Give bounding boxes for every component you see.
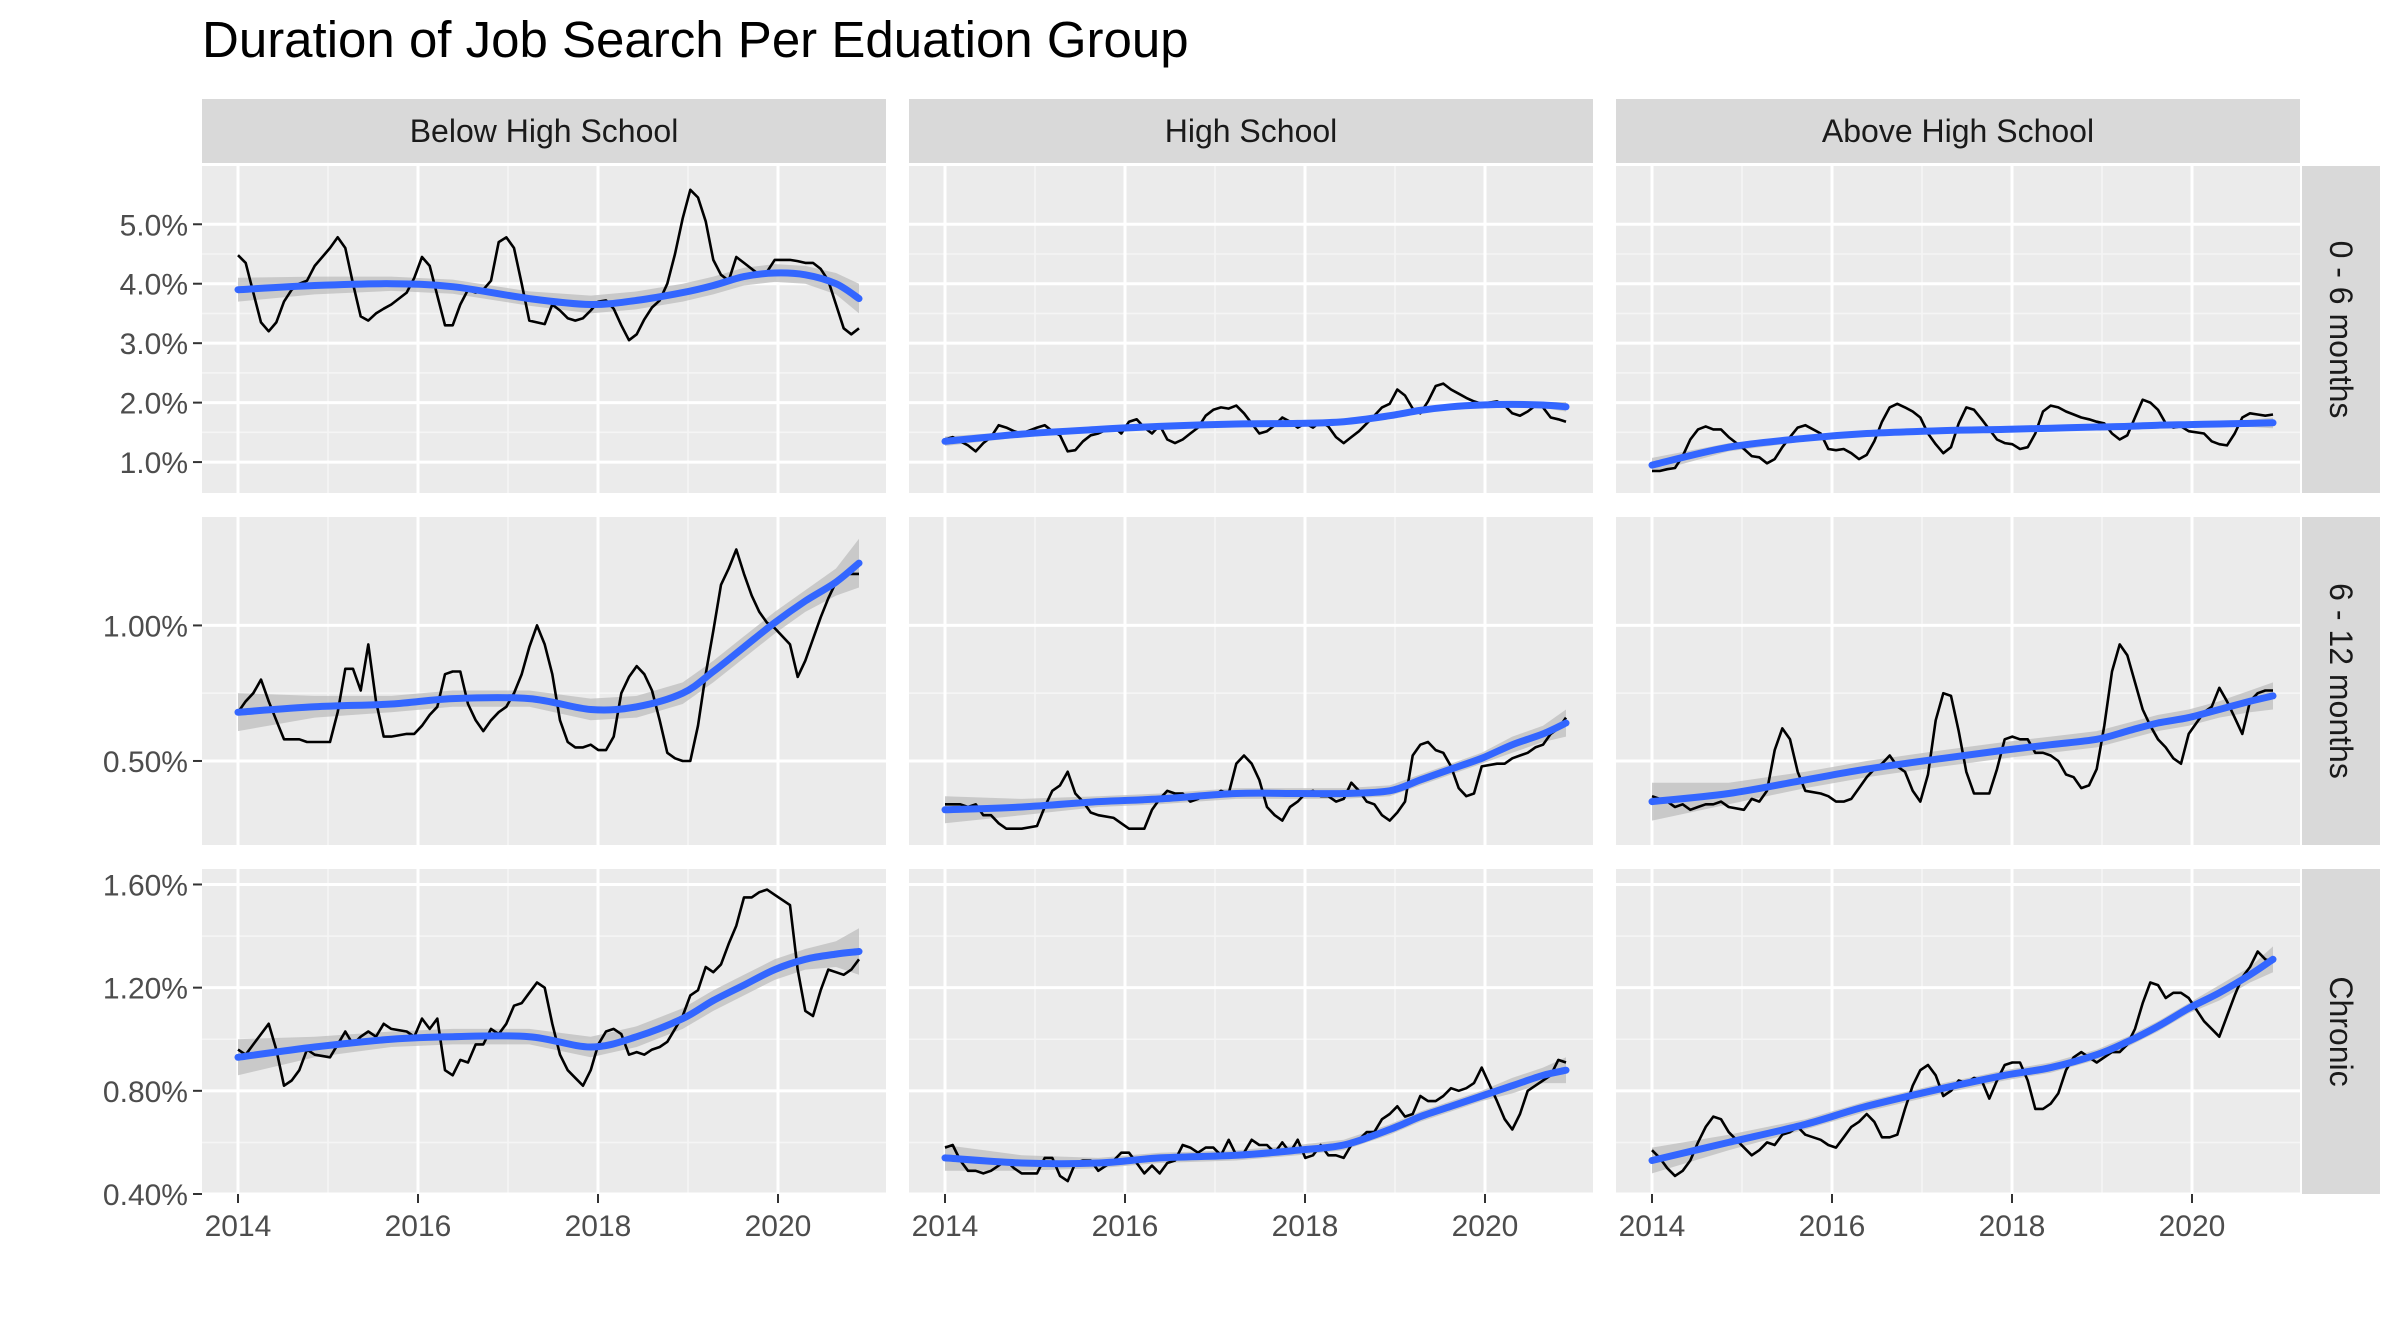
x-tick-label: 2018 <box>1979 1210 2046 1243</box>
smooth-trend-line <box>234 948 863 1061</box>
smooth-trend-line <box>941 1066 1570 1168</box>
smooth-trend-line <box>234 269 863 309</box>
y-tick-label: 0.40% <box>103 1179 188 1212</box>
column-strip-label: High School <box>1165 113 1338 149</box>
x-tick-label: 2014 <box>1619 1210 1686 1243</box>
panel-6-12-months-high-school <box>909 517 1593 845</box>
column-strip-high-school <box>909 99 1593 163</box>
smooth-trend-line <box>234 559 863 716</box>
confidence-band <box>1652 946 2273 1174</box>
panel-6-12-months-above-high-school <box>1616 517 2300 845</box>
raw-series-line <box>944 1058 1567 1183</box>
x-tick-label: 2016 <box>1799 1210 1866 1243</box>
row-strip-6-12-months <box>2302 517 2380 845</box>
y-tick-label: 0.50% <box>103 746 188 779</box>
y-tick-label: 1.00% <box>103 610 188 643</box>
panel-0-6-months-high-school <box>909 166 1593 493</box>
x-tick-label: 2020 <box>1452 1210 1519 1243</box>
smooth-trend-line <box>1648 419 2277 469</box>
row-strip-label: 0 - 6 months <box>2323 241 2359 419</box>
y-tick-label: 5.0% <box>120 209 188 242</box>
x-tick-label: 2016 <box>1092 1210 1159 1243</box>
x-tick-label: 2018 <box>565 1210 632 1243</box>
raw-series-line <box>237 888 861 1087</box>
y-tick-label: 3.0% <box>120 328 188 361</box>
row-strip-0-6-months <box>2302 166 2380 493</box>
y-tick-label: 1.20% <box>103 973 188 1006</box>
column-strip-label: Below High School <box>410 113 679 149</box>
confidence-band <box>945 709 1566 824</box>
raw-series-line <box>236 548 859 763</box>
row-strip-label: 6 - 12 months <box>2323 583 2359 779</box>
y-tick-label: 2.0% <box>120 388 188 421</box>
y-tick-label: 4.0% <box>120 269 188 302</box>
x-tick-label: 2014 <box>205 1210 272 1243</box>
y-tick-label: 0.80% <box>103 1076 188 1109</box>
smooth-trend-line <box>1648 692 2277 806</box>
panel-background <box>202 517 886 845</box>
y-tick-label: 1.0% <box>120 447 188 480</box>
panel-background <box>1616 166 2300 493</box>
column-strip-above-high-school <box>1616 99 2300 163</box>
smooth-trend-line <box>941 719 1570 814</box>
row-strip-chronic <box>2302 869 2380 1194</box>
x-tick-label: 2016 <box>385 1210 452 1243</box>
x-tick-label: 2020 <box>745 1210 812 1243</box>
chart-title: Duration of Job Search Per Eduation Grou… <box>202 11 1189 68</box>
smooth-trend-line <box>1648 955 2277 1164</box>
y-tick-label: 1.60% <box>103 869 188 902</box>
panel-background <box>202 166 886 493</box>
raw-series-line <box>945 716 1568 831</box>
x-tick-label: 2020 <box>2159 1210 2226 1243</box>
raw-series-line <box>1651 643 2273 812</box>
column-strip-below-high-school <box>202 99 886 163</box>
panel-chronic-above-high-school <box>1616 869 2300 1196</box>
x-tick-label: 2018 <box>1272 1210 1339 1243</box>
panel-0-6-months-below-high-school <box>202 166 886 493</box>
column-strip-label: Above High School <box>1822 113 2094 149</box>
row-strip-label: Chronic <box>2323 976 2359 1086</box>
panel-0-6-months-above-high-school <box>1616 166 2300 493</box>
panel-chronic-high-school <box>909 869 1593 1196</box>
panel-6-12-months-below-high-school <box>202 517 886 845</box>
panel-background <box>909 166 1593 493</box>
smooth-trend-line <box>941 400 1570 445</box>
panel-background <box>909 869 1593 1194</box>
panel-chronic-below-high-school <box>202 869 886 1196</box>
x-tick-label: 2014 <box>912 1210 979 1243</box>
